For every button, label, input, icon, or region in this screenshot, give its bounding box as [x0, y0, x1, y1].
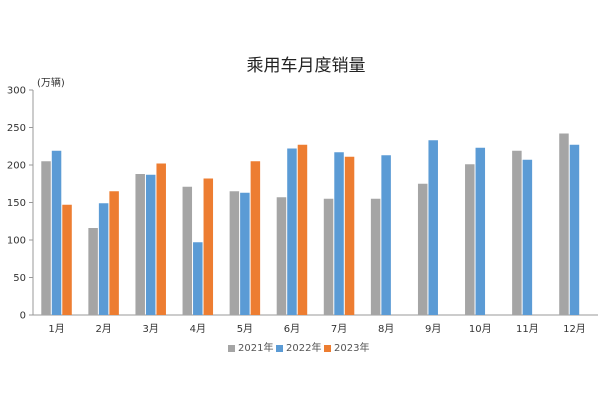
- x-tick-label: 12月: [563, 323, 586, 335]
- plot-area: 0 50 100 150 200 250 300 1月 2月 3月 4月 5月 6月 7月 8月 9月 10月 1…: [7, 86, 598, 335]
- bar-2023年-6月: [297, 144, 308, 315]
- x-tick-label: 1月: [48, 323, 64, 335]
- x-tick-label: 5月: [237, 323, 253, 335]
- legend-swatch-2023年: [324, 345, 331, 352]
- x-tick-label: 7月: [331, 323, 347, 335]
- bar-2022年-5月: [240, 192, 250, 315]
- y-axis-unit-label: (万辆): [37, 76, 65, 89]
- y-tick-label: 0: [20, 311, 26, 322]
- bar-2021年-1月: [41, 161, 51, 315]
- bar-2023年-7月: [344, 156, 355, 315]
- x-tick-label: 3月: [143, 323, 159, 335]
- bar-2022年-7月: [334, 152, 344, 315]
- bar-2023年-1月: [62, 204, 72, 315]
- x-tick-label: 2月: [95, 323, 111, 335]
- bar-2021年-9月: [417, 183, 428, 315]
- bar-2021年-3月: [135, 174, 145, 315]
- bar-2023年-4月: [203, 178, 214, 315]
- legend-label-2023年: 2023年: [334, 341, 369, 354]
- bar-2021年-7月: [323, 198, 334, 315]
- y-tick-label: 50: [13, 273, 26, 284]
- bar-2021年-4月: [182, 186, 193, 315]
- bar-2023年-2月: [109, 191, 119, 315]
- bar-2022年-2月: [98, 203, 109, 315]
- legend-swatch-2021年: [228, 345, 235, 352]
- bar-2021年-8月: [370, 198, 381, 315]
- x-tick-label: 4月: [190, 323, 206, 335]
- bar-2022年-8月: [381, 155, 391, 315]
- x-tick-label: 11月: [516, 323, 539, 335]
- x-tick-label: 6月: [284, 323, 300, 335]
- x-tick-label: 9月: [425, 323, 441, 335]
- bar-2021年-2月: [88, 228, 98, 315]
- bar-2023年-5月: [250, 161, 261, 315]
- x-tick-label: 8月: [378, 323, 394, 335]
- legend: 2021年 2022年 2023年: [228, 341, 369, 354]
- bar-2021年-11月: [512, 150, 522, 315]
- bar-2021年-6月: [276, 197, 287, 315]
- bar-2022年-6月: [287, 148, 297, 315]
- y-tick-label: 150: [7, 198, 26, 209]
- chart-title: 乘用车月度销量: [247, 56, 366, 76]
- y-tick-label: 300: [7, 86, 26, 97]
- bar-2021年-10月: [465, 164, 475, 315]
- bar-2021年-12月: [559, 133, 569, 315]
- bar-2021年-5月: [229, 191, 240, 315]
- legend-label-2021年: 2021年: [238, 341, 273, 354]
- bar-2022年-12月: [569, 144, 580, 315]
- bar-2022年-10月: [475, 147, 486, 315]
- bar-2022年-4月: [193, 242, 203, 315]
- y-tick-label: 250: [7, 123, 26, 134]
- y-tick-label: 100: [7, 236, 26, 247]
- legend-swatch-2022年: [276, 345, 283, 352]
- bar-2023年-3月: [156, 163, 166, 315]
- x-tick-label: 10月: [469, 323, 492, 335]
- bar-2022年-11月: [522, 159, 533, 315]
- bar-2022年-3月: [145, 174, 156, 315]
- bar-2022年-9月: [428, 140, 438, 315]
- y-tick-label: 200: [7, 161, 26, 172]
- bar-2022年-1月: [51, 150, 62, 315]
- legend-label-2022年: 2022年: [286, 341, 321, 354]
